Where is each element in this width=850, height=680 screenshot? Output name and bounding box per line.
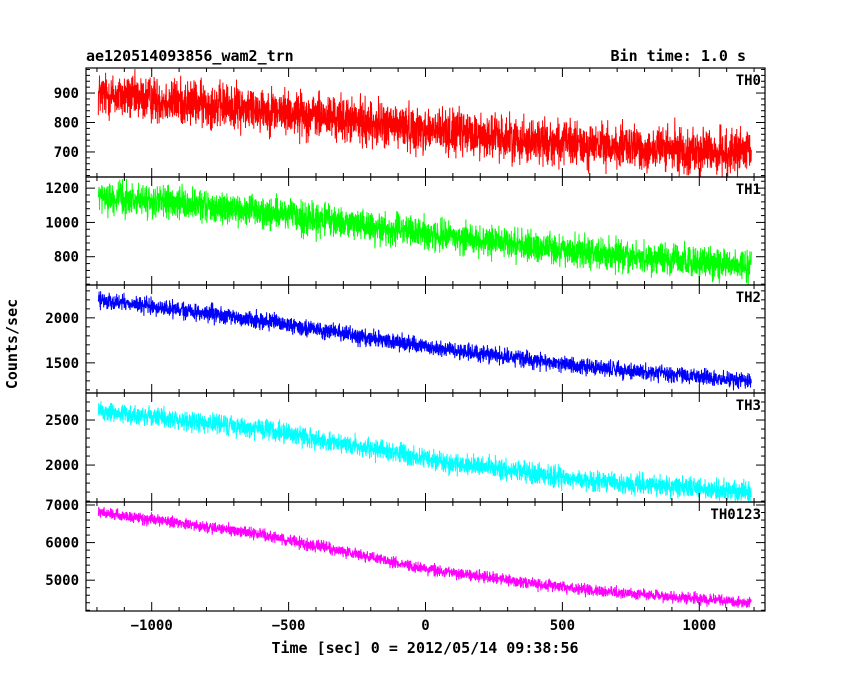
y-tick-label: 5000 — [45, 573, 79, 589]
panel-th3: 2000 2500 TH3 — [45, 392, 766, 503]
panel-frame — [85, 284, 766, 394]
series-line-th2 — [97, 291, 752, 391]
y-tick-label: 6000 — [45, 536, 79, 552]
panel-th0: 700 800 900 TH0 — [54, 67, 766, 178]
y-tick-label: 1500 — [45, 356, 79, 372]
x-axis: −1000 −500 0 500 1000 — [131, 618, 717, 634]
series-line-th1 — [97, 178, 752, 285]
x-tick-label: 1000 — [682, 618, 716, 634]
x-tick-label: −1000 — [131, 618, 173, 634]
x-tick-label: 500 — [550, 618, 575, 634]
y-tick-label: 900 — [54, 86, 79, 102]
y-tick-label: 700 — [54, 145, 79, 161]
panel-th1: 800 1000 1200 TH1 — [45, 176, 766, 286]
panel-label: TH0123 — [710, 507, 761, 523]
series-line-th0 — [97, 68, 752, 177]
panel-th0123: 5000 6000 7000 TH0123 — [45, 498, 766, 612]
y-tick-label: 7000 — [45, 498, 79, 514]
series-line-th3 — [97, 401, 752, 502]
y-tick-label: 1000 — [45, 215, 79, 231]
y-tick-label: 2500 — [45, 413, 79, 429]
panel-label: TH1 — [736, 182, 761, 198]
panel-label: TH2 — [736, 290, 761, 306]
x-tick-label: 0 — [421, 618, 429, 634]
panels-group: 700 800 900 TH0 800 1000 1200 TH1 1500 2000 TH2 200… — [45, 67, 766, 612]
bin-time-label: Bin time: 1.0 s — [611, 47, 746, 65]
y-tick-label: 800 — [54, 250, 79, 266]
panel-label: TH3 — [736, 398, 761, 414]
panel-label: TH0 — [736, 73, 761, 89]
y-tick-label: 2000 — [45, 458, 79, 474]
x-tick-label: −500 — [272, 618, 306, 634]
y-tick-label: 800 — [54, 116, 79, 132]
series-line-th0123 — [97, 506, 752, 608]
y-tick-label: 1200 — [45, 181, 79, 197]
y-axis-title: Counts/sec — [3, 299, 21, 389]
y-tick-label: 2000 — [45, 311, 79, 327]
x-axis-title: Time [sec] 0 = 2012/05/14 09:38:56 — [271, 639, 578, 657]
panel-th2: 1500 2000 TH2 — [45, 284, 766, 394]
chart-title: ae120514093856_wam2_trn — [86, 47, 294, 65]
